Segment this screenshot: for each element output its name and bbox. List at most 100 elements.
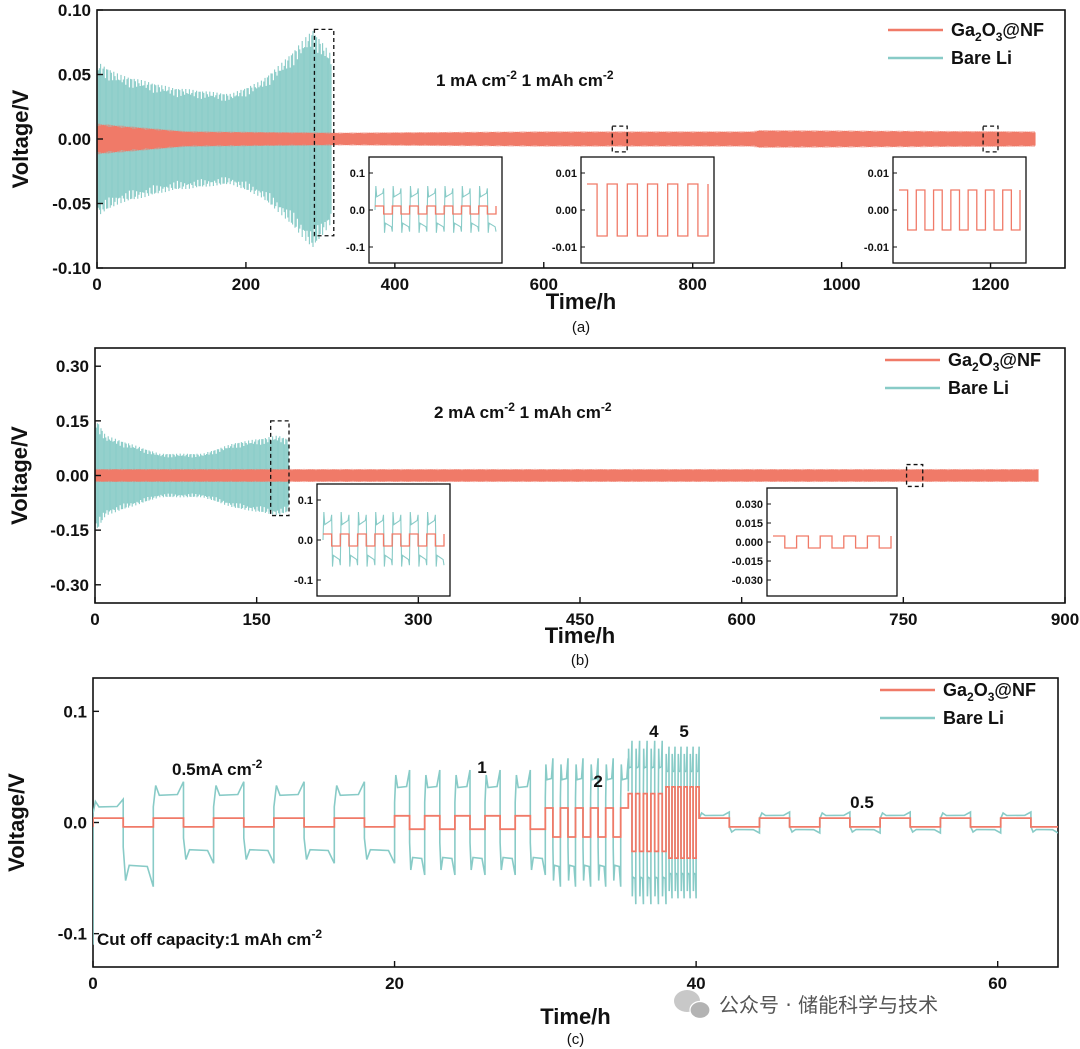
y-tick-label: 0.10 bbox=[58, 1, 91, 20]
y-tick-label: 0.15 bbox=[56, 412, 89, 431]
condition-superscript: -2 bbox=[311, 927, 322, 941]
y-tick-label: -0.10 bbox=[52, 259, 91, 278]
inset-tick-label: 0.015 bbox=[735, 518, 763, 530]
wechat-icon-bubble-small bbox=[689, 1000, 711, 1020]
inset-ga2o3-trace bbox=[773, 535, 892, 549]
inset-plot: 0.01 0.00 -0.01 bbox=[552, 156, 715, 264]
condition-superscript: -2 bbox=[504, 400, 515, 414]
inset-bare-li-trace bbox=[322, 511, 445, 567]
x-tick-label: 1200 bbox=[972, 275, 1010, 294]
legend-subscript: 3 bbox=[996, 30, 1003, 44]
x-tick-label: 200 bbox=[232, 275, 260, 294]
rate-step-label: 0.5 bbox=[850, 793, 874, 812]
condition-label: 1 mA cm-2 1 mAh cm-2 bbox=[436, 68, 614, 90]
x-tick-label: 600 bbox=[727, 610, 755, 629]
condition-text: 2 mA cm bbox=[434, 403, 504, 422]
legend-label-ga2o3: Ga2O3@NF bbox=[948, 350, 1041, 374]
rate-step-label: 2 bbox=[593, 772, 602, 791]
rate-step-label: 5 bbox=[679, 722, 688, 741]
inset-tick-label: -0.015 bbox=[732, 556, 763, 568]
legend-subscript: 2 bbox=[967, 690, 974, 704]
y-axis-label: Voltage/V bbox=[7, 426, 32, 525]
zoom-region-box bbox=[611, 125, 628, 153]
condition-label: 0.5mA cm-2 bbox=[172, 757, 263, 779]
y-axis-label: Voltage/V bbox=[8, 89, 33, 188]
condition-text: Cut off capacity:1 mAh cm bbox=[97, 930, 311, 949]
inset-tick-label: -0.01 bbox=[552, 242, 577, 254]
x-axis-label: Time/h bbox=[546, 289, 617, 314]
legend-subscript: 2 bbox=[972, 360, 979, 374]
x-axis-label: Time/h bbox=[545, 623, 616, 648]
inset-tick-label: 0.00 bbox=[868, 205, 889, 217]
ga2o3-series bbox=[93, 786, 1058, 859]
y-tick-label: 0.00 bbox=[58, 130, 91, 149]
rate-step-label: 4 bbox=[649, 722, 659, 741]
inset-bare-li-trace bbox=[374, 185, 497, 233]
zoom-region-box bbox=[270, 420, 290, 517]
ga2o3-series bbox=[97, 123, 1036, 155]
inset-tick-label: 0.01 bbox=[556, 168, 577, 180]
legend-text: O bbox=[979, 350, 993, 370]
rate-step-label: 1 bbox=[477, 758, 486, 777]
zoom-region-box bbox=[905, 463, 924, 488]
x-tick-label: 600 bbox=[530, 275, 558, 294]
x-tick-label: 450 bbox=[566, 610, 594, 629]
x-tick-label: 400 bbox=[381, 275, 409, 294]
watermark-text: 公众号 · 储能科学与技术 bbox=[719, 993, 938, 1017]
inset-plot: 0.1 0.0 -0.1 bbox=[346, 156, 503, 264]
legend-label-ga2o3: Ga2O3@NF bbox=[951, 20, 1044, 44]
x-tick-label: 40 bbox=[687, 974, 706, 993]
inset-tick-label: 0.00 bbox=[556, 205, 577, 217]
panel-a: 0 200 400 600 800 1000 1200 -0.10 -0.05 0.00 0.05 0… bbox=[8, 1, 1066, 336]
x-tick-label: 900 bbox=[1051, 610, 1079, 629]
legend-text: O bbox=[974, 680, 988, 700]
inset-tick-label: -0.030 bbox=[732, 575, 763, 587]
y-axis-label: Voltage/V bbox=[4, 773, 29, 872]
legend-subscript: 2 bbox=[975, 30, 982, 44]
condition-text: 1 mA cm bbox=[436, 71, 506, 90]
inset-frame bbox=[316, 483, 451, 597]
watermark: 公众号 · 储能科学与技术 bbox=[674, 990, 938, 1020]
inset-ga2o3-trace bbox=[899, 189, 1021, 231]
inset-plot: 0.01 0.00 -0.01 bbox=[864, 156, 1027, 264]
x-tick-label: 300 bbox=[404, 610, 432, 629]
inset-plot: 0.030 0.015 0.000 -0.015 -0.030 bbox=[732, 487, 898, 597]
x-tick-label: 750 bbox=[889, 610, 917, 629]
condition-label: 2 mA cm-2 1 mAh cm-2 bbox=[434, 400, 612, 422]
legend-text: Ga bbox=[951, 20, 976, 40]
legend-text: @NF bbox=[994, 680, 1036, 700]
inset-tick-label: -0.01 bbox=[864, 242, 889, 254]
condition-label: Cut off capacity:1 mAh cm-2 bbox=[97, 927, 322, 949]
y-tick-label: 0.0 bbox=[63, 814, 87, 833]
legend-subscript: 3 bbox=[988, 690, 995, 704]
inset-tick-label: 0.0 bbox=[298, 535, 313, 547]
zoom-region-box bbox=[313, 28, 335, 237]
inset-tick-label: 0.01 bbox=[868, 168, 889, 180]
y-tick-label: -0.1 bbox=[58, 925, 87, 944]
legend-label-ga2o3: Ga2O3@NF bbox=[943, 680, 1036, 704]
legend-label-bare-li: Bare Li bbox=[948, 378, 1009, 398]
y-tick-label: 0.30 bbox=[56, 357, 89, 376]
inset-tick-label: -0.1 bbox=[346, 242, 365, 254]
condition-text: 1 mAh cm bbox=[517, 71, 603, 90]
panel-caption: (b) bbox=[571, 652, 589, 669]
x-tick-label: 0 bbox=[90, 610, 99, 629]
inset-plot: 0.1 0.0 -0.1 bbox=[294, 483, 451, 597]
x-tick-label: 0 bbox=[92, 275, 101, 294]
inset-ga2o3-trace bbox=[323, 533, 445, 547]
x-tick-label: 150 bbox=[242, 610, 270, 629]
legend-label-bare-li: Bare Li bbox=[943, 708, 1004, 728]
legend-text: @NF bbox=[999, 350, 1041, 370]
inset-tick-label: 0.1 bbox=[298, 495, 313, 507]
inset-tick-label: 0.000 bbox=[735, 537, 763, 549]
wechat-icon bbox=[674, 990, 711, 1020]
x-tick-label: 20 bbox=[385, 974, 404, 993]
condition-superscript: -2 bbox=[603, 68, 614, 82]
y-tick-label: 0.00 bbox=[56, 467, 89, 486]
legend-label-bare-li: Bare Li bbox=[951, 48, 1012, 68]
inset-ga2o3-trace bbox=[587, 183, 709, 237]
inset-tick-label: -0.1 bbox=[294, 575, 313, 587]
x-tick-label: 0 bbox=[88, 974, 97, 993]
legend-text: O bbox=[982, 20, 996, 40]
